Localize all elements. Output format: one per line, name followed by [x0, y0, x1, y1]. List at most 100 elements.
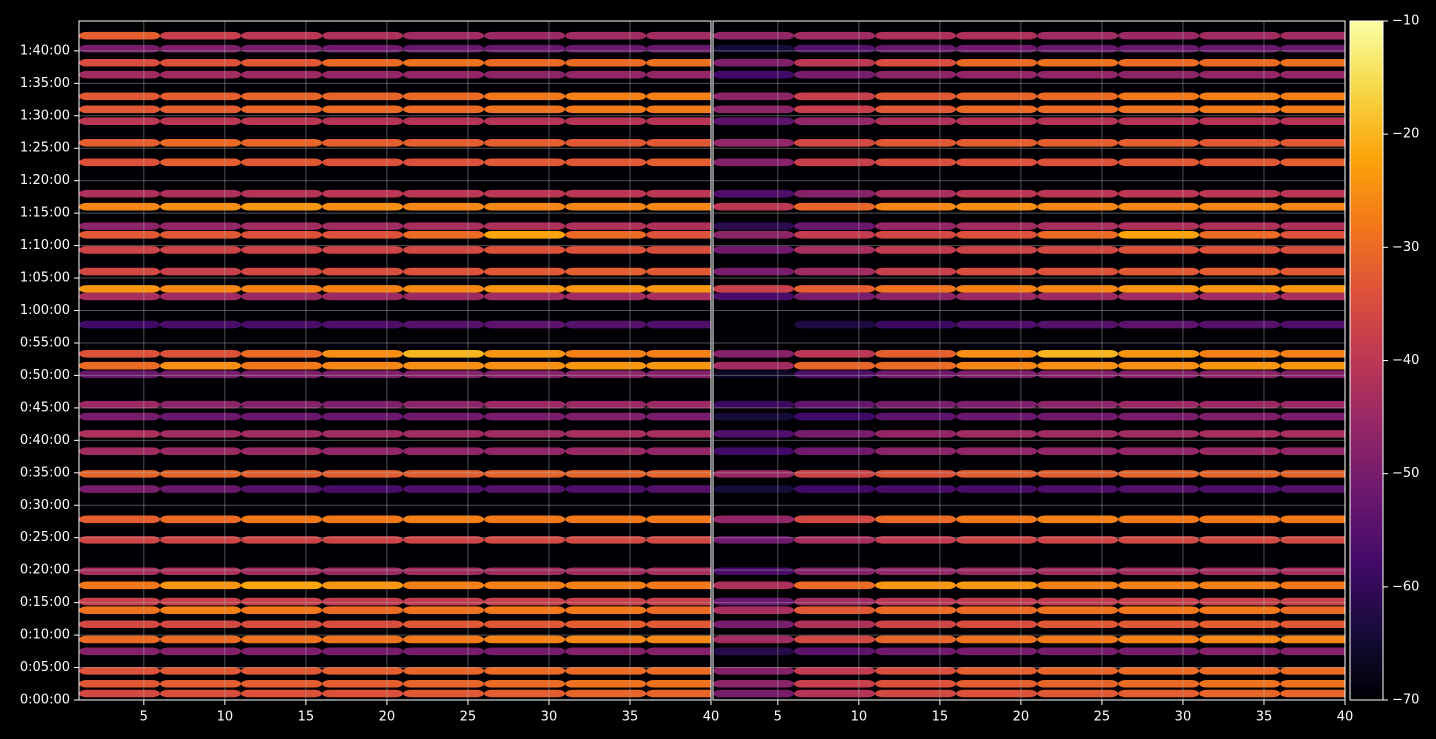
heat-cell [1199, 292, 1281, 301]
heat-cell [160, 536, 242, 544]
heat-cell [646, 31, 711, 40]
heat-cell [1037, 470, 1119, 478]
heat-cell [322, 567, 404, 576]
cells [79, 31, 711, 698]
heat-cell [1118, 515, 1200, 524]
heat-cell [1037, 689, 1119, 698]
heat-cell [79, 667, 161, 675]
heat-cell [79, 246, 161, 254]
heat-cell [713, 667, 795, 675]
heat-cell [160, 58, 242, 67]
heat-cell [1280, 370, 1345, 379]
heat-cell [241, 447, 323, 455]
heat-cell [484, 400, 566, 409]
heat-cell [646, 370, 711, 379]
heat-cell [160, 470, 242, 478]
heat-cell [79, 567, 161, 576]
heat-cell [565, 430, 647, 438]
heat-cell [875, 485, 957, 493]
heat-cell [1280, 361, 1345, 370]
heat-cell [322, 581, 404, 590]
heat-cell [484, 689, 566, 698]
heat-cell [565, 667, 647, 675]
heat-cell [1199, 515, 1281, 524]
heat-cell [484, 412, 566, 421]
heat-cell [241, 31, 323, 40]
heat-cell [1199, 246, 1281, 254]
heat-cell [322, 470, 404, 478]
heat-cell [646, 536, 711, 544]
heat-cell [1199, 361, 1281, 370]
heat-cell [565, 647, 647, 656]
heat-cell [1037, 536, 1119, 544]
heat-cell [1280, 635, 1345, 644]
heat-cell [875, 430, 957, 438]
heat-cell [1280, 581, 1345, 590]
heat-cell [646, 117, 711, 125]
x-tick-label: 40 [1337, 710, 1354, 725]
heat-cell [956, 620, 1038, 629]
heat-cell [1280, 139, 1345, 147]
heat-cell [875, 117, 957, 125]
heat-cell [160, 189, 242, 198]
heat-cell [322, 679, 404, 688]
heat-cell [403, 292, 485, 301]
y-tick-label: 0:50:00 [20, 368, 70, 383]
heat-cell [241, 361, 323, 370]
heat-cell [1280, 292, 1345, 301]
heat-cell [241, 370, 323, 379]
heat-cell [565, 70, 647, 79]
heat-cell [565, 230, 647, 239]
cells [713, 31, 1345, 698]
heat-cell [322, 667, 404, 675]
heat-cell [1280, 267, 1345, 276]
y-tick-label: 0:00:00 [20, 693, 70, 708]
heat-cell [403, 139, 485, 147]
heat-cell [713, 370, 795, 379]
heat-cell [322, 44, 404, 53]
heat-cell [403, 222, 485, 230]
heat-cell [1118, 647, 1200, 656]
heat-cell [565, 267, 647, 276]
x-tick-label: 15 [932, 710, 949, 725]
heat-cell [794, 58, 876, 67]
heat-cell [1118, 158, 1200, 167]
heat-cell [1280, 485, 1345, 493]
y-tick-label: 1:35:00 [20, 76, 70, 91]
heat-cell [875, 412, 957, 421]
heat-cell [160, 350, 242, 358]
heat-cell [713, 70, 795, 79]
heat-cell [322, 285, 404, 293]
heat-cell [484, 70, 566, 79]
heat-cell [403, 58, 485, 67]
heat-cell [875, 320, 957, 329]
heat-cell [484, 350, 566, 358]
heat-cell [484, 31, 566, 40]
heat-cell [565, 620, 647, 629]
heat-cell [794, 689, 876, 698]
heat-cell [160, 679, 242, 688]
heat-cell [241, 470, 323, 478]
heat-cell [241, 139, 323, 147]
heat-cell [160, 689, 242, 698]
heat-cell [794, 679, 876, 688]
heat-cell [713, 635, 795, 644]
heat-cell [79, 581, 161, 590]
heat-cell [403, 370, 485, 379]
heat-cell [1118, 267, 1200, 276]
heat-cell [875, 350, 957, 358]
heat-cell [322, 117, 404, 125]
heat-cell [565, 412, 647, 421]
heat-cell [322, 370, 404, 379]
heat-cell [875, 361, 957, 370]
heat-cell [241, 567, 323, 576]
heat-cell [1199, 667, 1281, 675]
heat-cell [956, 292, 1038, 301]
heat-cell [794, 70, 876, 79]
heat-cell [956, 606, 1038, 614]
heat-cell [241, 597, 323, 606]
heat-cell [956, 285, 1038, 293]
heat-cell [713, 470, 795, 478]
heat-cell [403, 158, 485, 167]
heat-cell [1199, 202, 1281, 211]
